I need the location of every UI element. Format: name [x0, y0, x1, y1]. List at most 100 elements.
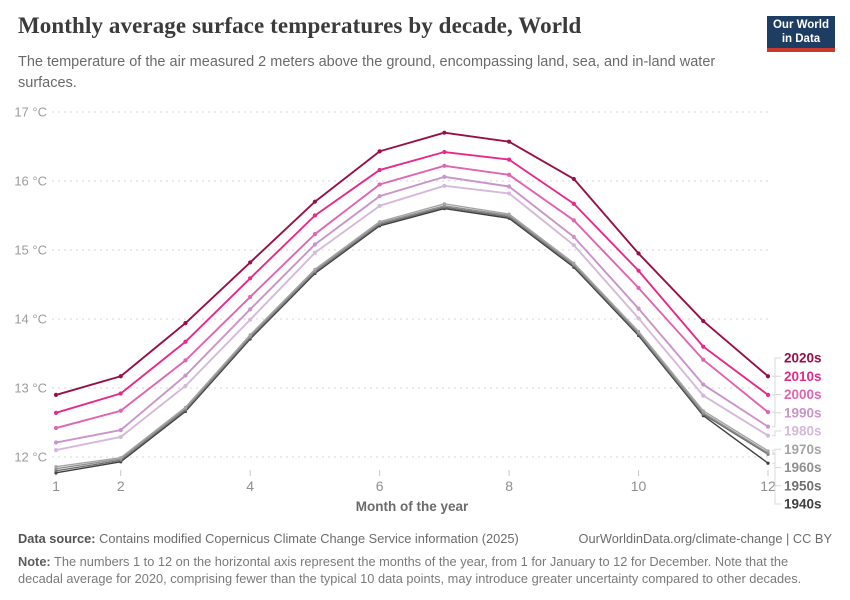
data-point-2020s-m8[interactable] — [506, 139, 512, 144]
data-point-1990s-m1[interactable] — [53, 440, 59, 445]
data-point-1980s-m5[interactable] — [312, 250, 318, 255]
data-point-1970s-m8[interactable] — [507, 212, 511, 216]
data-point-2020s-m6[interactable] — [377, 149, 382, 154]
data-point-2020s-m5[interactable] — [312, 199, 318, 204]
series-line-2020s[interactable] — [55, 131, 769, 396]
data-point-1990s-m8[interactable] — [506, 184, 512, 189]
data-point-2000s-m5[interactable] — [312, 232, 318, 237]
series-1950s[interactable] — [54, 205, 770, 473]
data-point-1970s-m11[interactable] — [701, 409, 705, 413]
data-point-1980s-m12[interactable] — [765, 433, 771, 438]
data-point-1970s-m1[interactable] — [54, 465, 58, 469]
data-point-2020s-m12[interactable] — [765, 374, 771, 379]
legend-label-1990s[interactable]: 1990s — [784, 405, 822, 420]
data-point-1970s-m4[interactable] — [248, 333, 252, 337]
data-point-1990s-m7[interactable] — [442, 174, 447, 179]
data-point-1980s-m7[interactable] — [442, 183, 447, 188]
data-point-1980s-m3[interactable] — [183, 383, 188, 389]
data-point-2010s-m12[interactable] — [765, 392, 771, 397]
data-point-2000s-m8[interactable] — [506, 172, 512, 177]
series-line-1960s[interactable] — [55, 205, 769, 470]
data-point-2020s-m3[interactable] — [183, 321, 188, 326]
series-1940s[interactable] — [54, 207, 770, 475]
series-2000s[interactable] — [53, 163, 771, 431]
data-point-2000s-m1[interactable] — [53, 425, 59, 431]
series-line-1990s[interactable] — [55, 175, 769, 444]
series-line-1940s[interactable] — [55, 207, 769, 474]
data-point-2000s-m3[interactable] — [183, 358, 188, 363]
data-point-2010s-m6[interactable] — [377, 167, 382, 173]
legend-label-1980s[interactable]: 1980s — [784, 424, 822, 439]
data-point-1990s-m11[interactable] — [701, 382, 706, 387]
data-point-2020s-m4[interactable] — [248, 260, 253, 265]
data-point-1990s-m2[interactable] — [118, 427, 123, 433]
data-point-2000s-m10[interactable] — [636, 285, 641, 291]
legend-label-1950s[interactable]: 1950s — [784, 478, 822, 493]
data-point-2010s-m7[interactable] — [442, 149, 447, 155]
data-point-2000s-m6[interactable] — [377, 182, 382, 187]
series-line-1950s[interactable] — [55, 206, 769, 472]
legend-label-1960s[interactable]: 1960s — [784, 460, 822, 475]
data-point-2020s-m2[interactable] — [118, 374, 123, 379]
legend-label-2000s[interactable]: 2000s — [784, 387, 822, 402]
data-point-2010s-m4[interactable] — [248, 276, 253, 281]
series-line-2010s[interactable] — [55, 151, 769, 414]
data-point-2010s-m5[interactable] — [312, 213, 318, 218]
data-point-2000s-m12[interactable] — [765, 410, 771, 415]
data-point-1980s-m1[interactable] — [53, 448, 59, 453]
data-point-1980s-m2[interactable] — [118, 434, 123, 440]
data-point-2020s-m9[interactable] — [571, 176, 576, 182]
data-point-1990s-m9[interactable] — [571, 234, 576, 239]
series-1990s[interactable] — [53, 174, 771, 445]
data-point-2010s-m11[interactable] — [701, 344, 706, 349]
series-line-2000s[interactable] — [55, 164, 769, 429]
legend-label-2010s[interactable]: 2010s — [784, 369, 822, 384]
legend-label-1970s[interactable]: 1970s — [784, 442, 822, 457]
data-point-2020s-m7[interactable] — [442, 130, 447, 135]
data-point-1980s-m9[interactable] — [571, 243, 576, 248]
data-point-1980s-m4[interactable] — [248, 317, 253, 322]
data-point-2010s-m2[interactable] — [118, 391, 123, 396]
data-point-2020s-m11[interactable] — [701, 318, 706, 324]
data-point-1990s-m10[interactable] — [636, 306, 641, 311]
data-point-1980s-m8[interactable] — [506, 191, 512, 196]
series-line-1970s[interactable] — [55, 203, 769, 468]
data-point-1970s-m7[interactable] — [442, 202, 446, 206]
data-point-1990s-m6[interactable] — [377, 194, 382, 199]
legend-label-2020s[interactable]: 2020s — [784, 351, 822, 366]
data-point-2000s-m7[interactable] — [442, 163, 447, 168]
data-point-1970s-m6[interactable] — [378, 220, 382, 224]
data-point-1990s-m5[interactable] — [312, 242, 318, 247]
series-line-1980s[interactable] — [55, 184, 769, 452]
data-point-2020s-m10[interactable] — [636, 251, 641, 256]
data-point-2000s-m11[interactable] — [701, 357, 706, 362]
credit-link[interactable]: OurWorldinData.org/climate-change | CC B… — [578, 531, 832, 546]
data-point-2000s-m4[interactable] — [248, 294, 253, 300]
data-point-2010s-m10[interactable] — [636, 268, 641, 273]
data-point-1970s-m3[interactable] — [183, 405, 188, 409]
data-point-2010s-m8[interactable] — [506, 157, 512, 162]
series-2020s[interactable] — [53, 130, 771, 397]
data-point-2010s-m1[interactable] — [53, 410, 59, 415]
data-point-1970s-m5[interactable] — [313, 267, 317, 271]
data-point-1980s-m11[interactable] — [701, 393, 706, 398]
data-point-2010s-m3[interactable] — [183, 339, 188, 344]
series-1970s[interactable] — [54, 202, 770, 469]
data-point-2000s-m2[interactable] — [118, 408, 123, 413]
data-point-1970s-m10[interactable] — [636, 329, 641, 334]
legend-label-1940s[interactable]: 1940s — [784, 497, 822, 512]
data-point-1980s-m6[interactable] — [377, 203, 382, 208]
data-point-1990s-m3[interactable] — [183, 373, 188, 378]
data-point-1970s-m12[interactable] — [766, 449, 770, 453]
data-point-1980s-m10[interactable] — [636, 316, 641, 321]
data-point-2020s-m1[interactable] — [53, 392, 59, 397]
data-point-1970s-m2[interactable] — [119, 456, 123, 460]
data-point-1940s-m12[interactable] — [766, 461, 770, 465]
data-point-1970s-m9[interactable] — [572, 261, 576, 265]
data-point-1990s-m12[interactable] — [765, 424, 771, 429]
data-point-1990s-m4[interactable] — [248, 307, 253, 312]
series-1980s[interactable] — [53, 183, 771, 453]
data-point-2010s-m9[interactable] — [571, 201, 576, 206]
series-2010s[interactable] — [53, 149, 771, 415]
data-point-2000s-m9[interactable] — [571, 218, 576, 223]
